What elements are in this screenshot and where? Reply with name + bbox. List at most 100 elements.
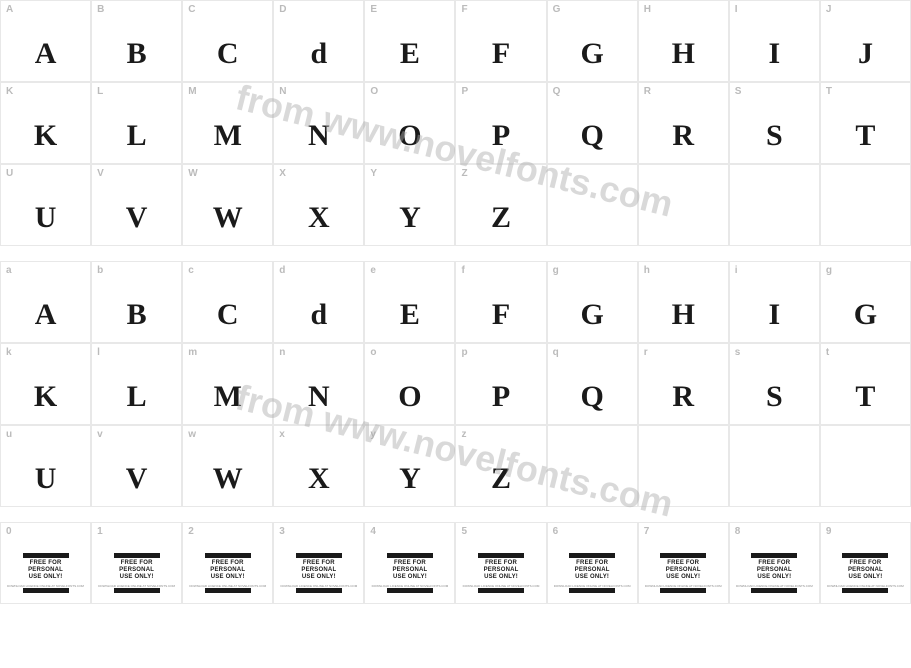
- cell-label: m: [188, 347, 197, 358]
- cell-label: z: [461, 429, 466, 440]
- cell-glyph: W: [183, 201, 272, 235]
- free-text: FREE FORPERSONALUSE ONLY!: [210, 560, 245, 582]
- cell-glyph: X: [274, 201, 363, 235]
- cell-label: E: [370, 4, 377, 15]
- cell-label: 1: [97, 526, 103, 537]
- glyph-cell: pP: [455, 343, 546, 425]
- cell-label: q: [553, 347, 559, 358]
- cell-glyph: B: [92, 298, 181, 332]
- cell-label: h: [644, 265, 650, 276]
- free-text: FREE FORPERSONALUSE ONLY!: [848, 560, 883, 582]
- cell-label: g: [826, 265, 832, 276]
- cell-label: w: [188, 429, 196, 440]
- glyph-cell-empty: [820, 425, 911, 507]
- cell-label: L: [97, 86, 103, 97]
- glyph-cell: XX: [273, 164, 364, 246]
- bar-icon: [296, 553, 342, 558]
- cell-glyph: L: [92, 119, 181, 153]
- cell-label: K: [6, 86, 13, 97]
- cell-label: b: [97, 265, 103, 276]
- glyph-cell: MM: [182, 82, 273, 164]
- free-text: FREE FORPERSONALUSE ONLY!: [757, 560, 792, 582]
- cell-glyph: R: [639, 119, 728, 153]
- cell-label: t: [826, 347, 829, 358]
- cell-label: 3: [279, 526, 285, 537]
- cell-label: c: [188, 265, 194, 276]
- cell-glyph: V: [92, 462, 181, 496]
- cell-glyph: X: [274, 462, 363, 496]
- cell-label: g: [553, 265, 559, 276]
- cell-glyph: Y: [365, 462, 454, 496]
- cell-label: d: [279, 265, 285, 276]
- free-use-block: FREE FORPERSONALUSE ONLY! DOWNLOAD LICEN…: [730, 553, 819, 593]
- cell-glyph: K: [1, 380, 90, 414]
- glyph-cell: iI: [729, 261, 820, 343]
- glyph-cell: FF: [455, 0, 546, 82]
- uppercase-row-3: UU VV WW XX YY ZZ: [0, 164, 911, 246]
- cell-label: P: [461, 86, 468, 97]
- cell-label: f: [461, 265, 464, 276]
- cell-glyph: A: [1, 298, 90, 332]
- cell-glyph: E: [365, 298, 454, 332]
- glyph-cell: 1 FREE FORPERSONALUSE ONLY! DOWNLOAD LIC…: [91, 522, 182, 604]
- cell-glyph: d: [274, 37, 363, 71]
- bar-icon: [387, 553, 433, 558]
- glyph-cell: qQ: [547, 343, 638, 425]
- glyph-cell: zZ: [455, 425, 546, 507]
- cell-label: M: [188, 86, 196, 97]
- glyph-cell: 6 FREE FORPERSONALUSE ONLY! DOWNLOAD LIC…: [547, 522, 638, 604]
- cell-label: o: [370, 347, 376, 358]
- cell-glyph: A: [1, 37, 90, 71]
- glyph-cell: RR: [638, 82, 729, 164]
- cell-glyph: T: [821, 119, 910, 153]
- cell-label: 2: [188, 526, 194, 537]
- glyph-cell: oO: [364, 343, 455, 425]
- glyph-cell: mM: [182, 343, 273, 425]
- bar-icon: [23, 588, 69, 593]
- glyph-cell: JJ: [820, 0, 911, 82]
- lowercase-row-1: aA bB cC dd eE fF gG hH iI gG: [0, 261, 911, 343]
- cell-glyph: G: [821, 298, 910, 332]
- glyph-cell: xX: [273, 425, 364, 507]
- cell-label: s: [735, 347, 741, 358]
- cell-glyph: U: [1, 201, 90, 235]
- free-use-block: FREE FORPERSONALUSE ONLY! DOWNLOAD LICEN…: [639, 553, 728, 593]
- cell-label: O: [370, 86, 378, 97]
- free-text: FREE FORPERSONALUSE ONLY!: [28, 560, 63, 582]
- digits-row: 0 FREE FORPERSONALUSE ONLY! DOWNLOAD LIC…: [0, 522, 911, 604]
- glyph-cell: yY: [364, 425, 455, 507]
- cell-glyph: M: [183, 380, 272, 414]
- section-spacer: [0, 507, 911, 522]
- glyph-cell: BB: [91, 0, 182, 82]
- glyph-cell: 9 FREE FORPERSONALUSE ONLY! DOWNLOAD LIC…: [820, 522, 911, 604]
- lowercase-row-2: kK lL mM nN oO pP qQ rR sS tT: [0, 343, 911, 425]
- cell-glyph: Z: [456, 201, 545, 235]
- cell-glyph: Z: [456, 462, 545, 496]
- glyph-cell: TT: [820, 82, 911, 164]
- cell-label: Z: [461, 168, 467, 179]
- cell-glyph: R: [639, 380, 728, 414]
- cell-label: 4: [370, 526, 376, 537]
- cell-glyph: J: [821, 37, 910, 71]
- bar-icon: [114, 588, 160, 593]
- glyph-cell: ZZ: [455, 164, 546, 246]
- cell-label: W: [188, 168, 197, 179]
- bar-icon: [660, 553, 706, 558]
- glyph-cell: tT: [820, 343, 911, 425]
- free-use-block: FREE FORPERSONALUSE ONLY! DOWNLOAD LICEN…: [548, 553, 637, 593]
- cell-glyph: G: [548, 298, 637, 332]
- glyph-cell: UU: [0, 164, 91, 246]
- bar-icon: [205, 588, 251, 593]
- cell-label: G: [553, 4, 561, 15]
- cell-glyph: P: [456, 380, 545, 414]
- glyph-cell: CC: [182, 0, 273, 82]
- cell-label: n: [279, 347, 285, 358]
- glyph-cell: PP: [455, 82, 546, 164]
- glyph-cell-empty: [729, 164, 820, 246]
- glyph-cell: KK: [0, 82, 91, 164]
- glyph-cell: gG: [820, 261, 911, 343]
- cell-glyph: I: [730, 37, 819, 71]
- uppercase-row-1: AA BB CC Dd EE FF GG HH II JJ: [0, 0, 911, 82]
- glyph-cell: vV: [91, 425, 182, 507]
- glyph-cell-empty: [547, 425, 638, 507]
